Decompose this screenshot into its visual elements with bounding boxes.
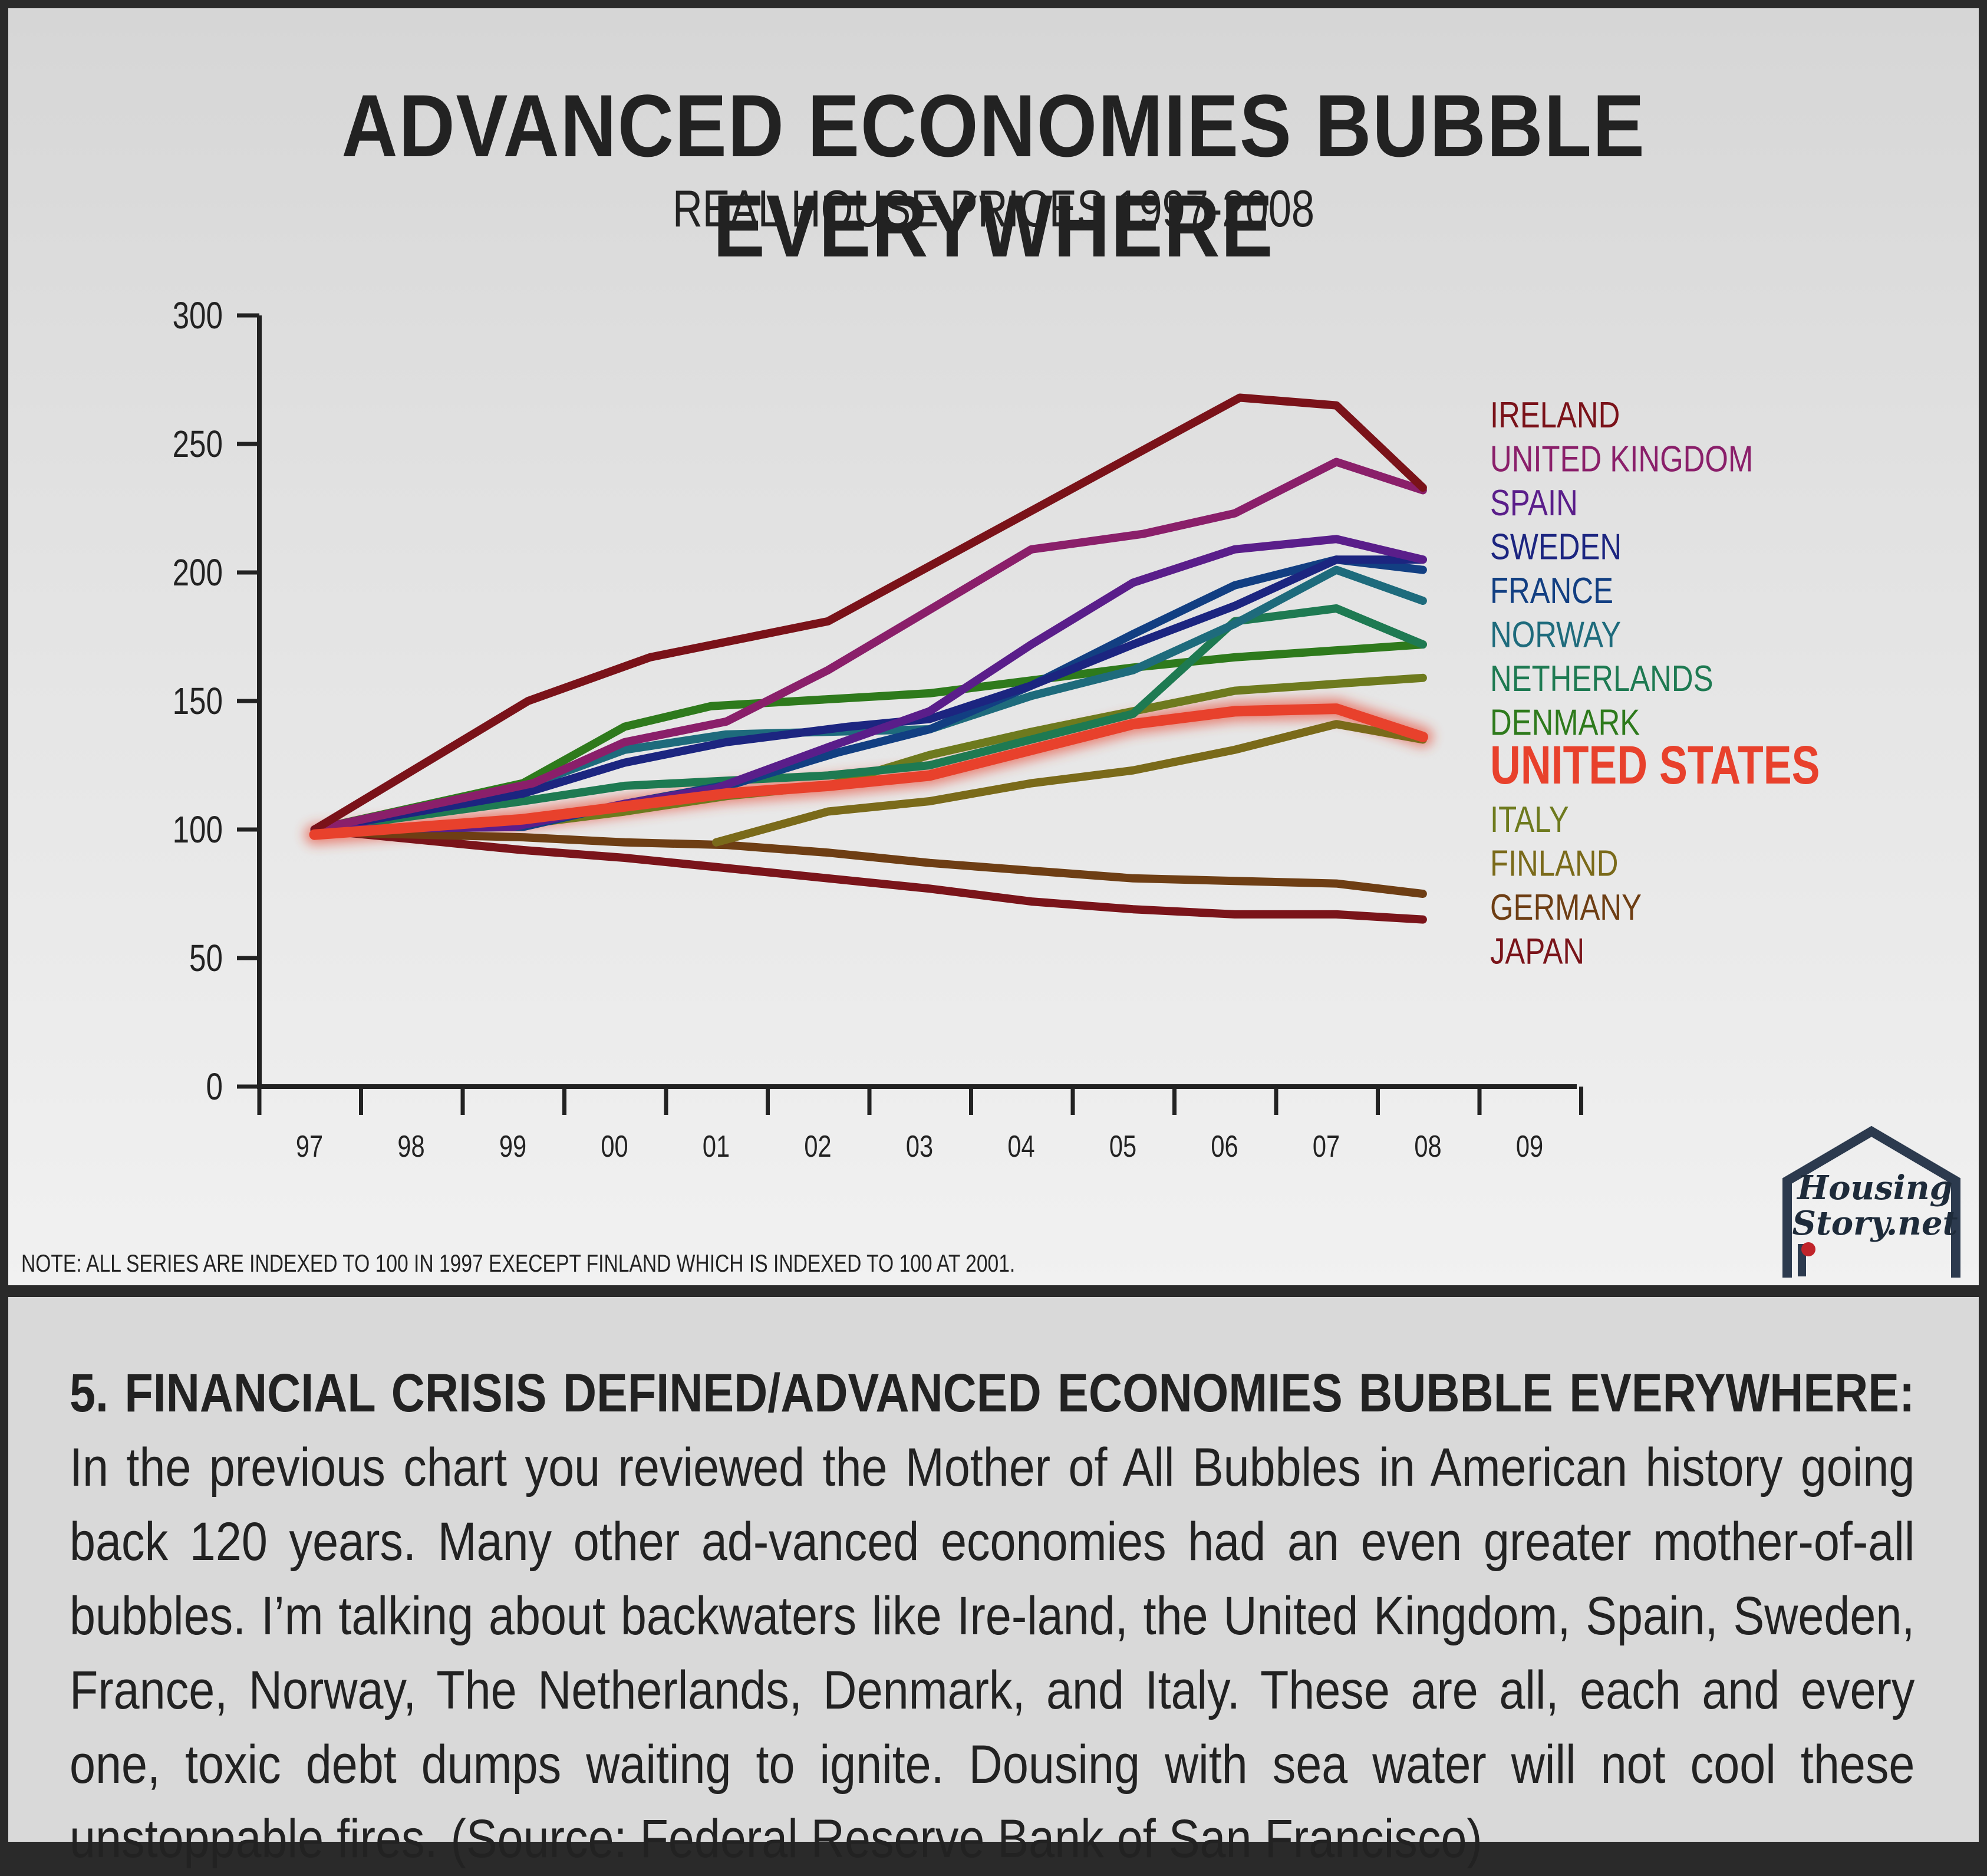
logo-line-2: Story.net — [1792, 1204, 1958, 1243]
series-line-sweden — [310, 555, 1427, 834]
caption: 5. FINANCIAL CRISIS DEFINED/ADVANCED ECO… — [70, 1356, 1914, 1876]
x-tick-label: 01 — [703, 1129, 730, 1164]
x-tick-label: 06 — [1211, 1129, 1238, 1164]
y-tick-label: 50 — [189, 938, 223, 980]
chart-subtitle: REAL HOUSE PRICES 1997-2008 — [672, 179, 1315, 238]
logo-text: Housing Story.net — [1778, 1170, 1972, 1241]
x-tick-label: 02 — [804, 1129, 831, 1164]
x-tick-label: 08 — [1414, 1129, 1441, 1164]
legend-label: IRELAND — [1490, 395, 1620, 436]
chart-note: NOTE: ALL SERIES ARE INDEXED TO 100 IN 1… — [21, 1249, 1016, 1277]
chart-panel — [8, 8, 1979, 1285]
y-tick-label: 200 — [173, 552, 223, 594]
logo-line-1: Housing — [1797, 1169, 1953, 1207]
caption-body: In the previous chart you reviewed the M… — [70, 1437, 1915, 1869]
series-line-united-states — [309, 703, 1428, 840]
house-logo-icon — [1782, 1125, 1960, 1278]
axes: 0 50 100 150 200 250 300 97 98 99 00 01 02 03 04 05 06 07… — [173, 295, 1583, 1164]
caption-panel — [8, 1297, 1979, 1842]
series-line-netherlands — [310, 604, 1427, 834]
chart-title: ADVANCED ECONOMIES BUBBLE EVERYWHERE — [341, 76, 1646, 275]
x-tick-label: 99 — [499, 1129, 526, 1164]
x-tick-label: 07 — [1313, 1129, 1340, 1164]
y-tick-label: 300 — [173, 295, 223, 337]
x-tick-label: 04 — [1007, 1129, 1034, 1164]
series-line-denmark — [310, 640, 1427, 834]
y-tick-label: 100 — [173, 809, 223, 851]
legend-label: JAPAN — [1490, 932, 1584, 972]
legend-label: GERMANY — [1490, 887, 1642, 928]
legend-label: ITALY — [1490, 799, 1569, 840]
x-tick-label: 00 — [601, 1129, 628, 1164]
line-chart: 0 50 100 150 200 250 300 97 98 99 00 01 02 03 04 05 06 07… — [173, 295, 1820, 1164]
legend-label: NORWAY — [1490, 615, 1621, 656]
legend-label: SPAIN — [1490, 483, 1578, 524]
x-tick-label: 97 — [296, 1129, 323, 1164]
legend-label: UNITED STATES — [1490, 735, 1820, 795]
series-line-united-kingdom — [310, 458, 1427, 834]
legend-label: FINLAND — [1490, 844, 1618, 884]
y-tick-label: 150 — [173, 681, 223, 723]
series-line-germany — [310, 828, 1427, 898]
y-tick-label: 250 — [173, 424, 223, 466]
x-tick-label: 05 — [1109, 1129, 1136, 1164]
legend-label: FRANCE — [1490, 571, 1613, 611]
series-line-finland — [712, 720, 1427, 847]
series-layer — [304, 393, 1433, 924]
legend-label: NETHERLANDS — [1490, 659, 1714, 699]
legend-label: UNITED KINGDOM — [1490, 439, 1753, 480]
series-line-ireland — [310, 393, 1427, 834]
y-tick-label: 0 — [206, 1067, 223, 1108]
x-tick-label: 98 — [397, 1129, 424, 1164]
x-tick-label: 03 — [906, 1129, 933, 1164]
caption-lead: 5. FINANCIAL CRISIS DEFINED/ADVANCED ECO… — [70, 1363, 1915, 1423]
legend-label: SWEDEN — [1490, 527, 1622, 568]
x-tick-label: 09 — [1516, 1129, 1543, 1164]
legend-label: DENMARK — [1490, 703, 1640, 743]
series-line-japan — [310, 825, 1427, 924]
